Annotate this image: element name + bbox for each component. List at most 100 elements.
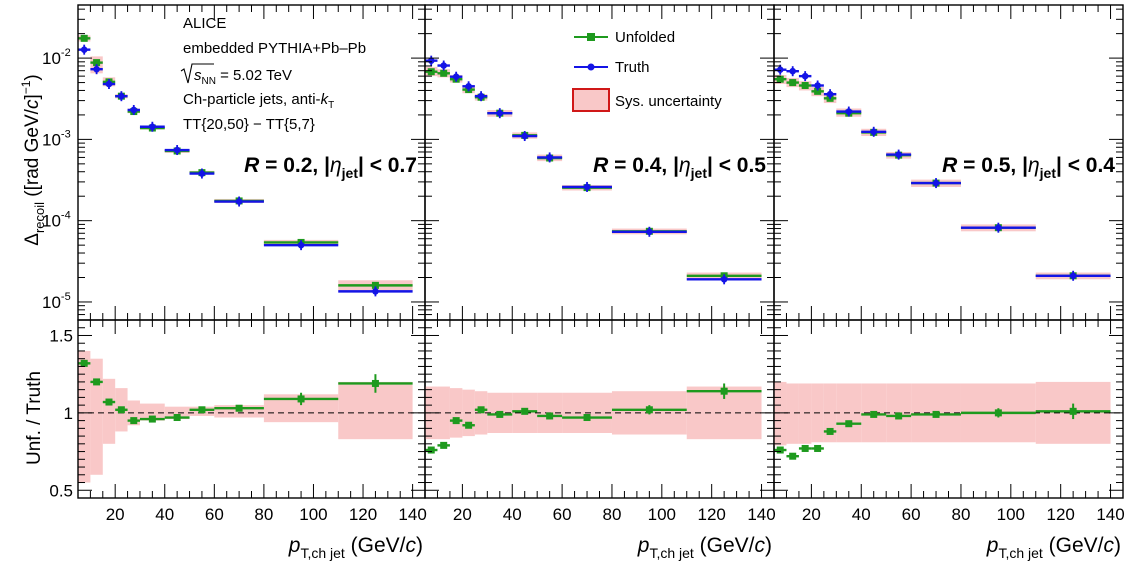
svg-text:Unfolded: Unfolded: [615, 29, 675, 46]
truth-point: [789, 67, 796, 75]
ratio-point: [235, 404, 243, 412]
x-title-sub: T,ch jet: [998, 545, 1042, 561]
truth-point: [776, 66, 784, 73]
label-r: R: [244, 154, 260, 177]
ratio-point: [148, 415, 156, 423]
label-value: = 0.4, |: [608, 154, 679, 177]
y-axis-title-bottom: Unf. / Truth: [24, 371, 45, 465]
ratio-point: [117, 406, 125, 414]
legend-item-sys: Sys. uncertainty: [572, 88, 722, 112]
x-tick-label: 100: [648, 505, 676, 524]
truth-point: [440, 62, 447, 69]
svg-text:Sys. uncertainty: Sys. uncertainty: [615, 93, 722, 110]
ratio-point: [1069, 407, 1077, 415]
x-title-c: c: [406, 534, 417, 557]
label-cut: | < 0.5: [707, 154, 766, 177]
x-tick-label: 120: [349, 505, 377, 524]
x-title-unit: (GeV/: [694, 534, 755, 557]
x-tick-label: 40: [503, 505, 522, 524]
x-tick-label: 120: [1046, 505, 1074, 524]
x-tick-label: 60: [902, 505, 921, 524]
ratio-point: [477, 406, 485, 414]
y-tick-mantissa: 10: [42, 212, 61, 231]
x-tick-label: 60: [205, 505, 224, 524]
x-title-c: c: [1104, 534, 1115, 557]
truth-point: [814, 82, 821, 89]
x-title-close: ): [765, 534, 772, 557]
truth-point: [465, 82, 472, 90]
ratio-sys-band: [164, 406, 190, 420]
panel-1: 20 40 60 80 100 120 140 pT,ch jet (GeV/c) R = 0.…: [42, 4, 427, 561]
ratio-sys-band: [437, 386, 450, 440]
unfolded-point: [776, 75, 784, 83]
label-cut: | < 0.7: [358, 154, 417, 177]
label-eta: η: [679, 154, 691, 177]
panel-2: 20 40 60 80 100 120 140 pT,ch jet (GeV/c) R = 0.…: [424, 4, 776, 561]
ratio-point: [776, 446, 784, 454]
truth-point: [93, 65, 100, 73]
x-tick-label: 20: [453, 505, 472, 524]
ratio-sys-band: [102, 378, 116, 444]
ratio-sys-band: [823, 383, 837, 443]
label-value: = 0.5, |: [957, 154, 1028, 177]
truth-point: [452, 73, 460, 81]
ratio-point: [870, 410, 878, 418]
y-axis-title-top: Δrecoil ([rad GeV/c]−1): [19, 74, 47, 246]
truth-point: [521, 132, 529, 140]
ratio-tick-label: 0.5: [49, 481, 73, 500]
truth-point: [173, 146, 181, 154]
truth-point: [235, 198, 243, 205]
ratio-point: [93, 378, 101, 386]
ratio-point: [440, 441, 448, 449]
x-title-unit: (GeV/: [345, 534, 406, 557]
y-tick-label: 10-5: [42, 291, 71, 312]
unfolded-point: [93, 59, 101, 67]
x-tick-label: 100: [997, 505, 1025, 524]
legend-item-unfolded: Unfolded: [574, 29, 675, 46]
ratio-point: [452, 417, 460, 425]
x-tick-label: 20: [106, 505, 125, 524]
x-tick-label: 140: [398, 505, 426, 524]
y-tick-label: 10-3: [42, 128, 71, 149]
annotation-jets: Ch-particle jets, anti-kT: [183, 91, 334, 111]
truth-point: [105, 80, 113, 88]
unfolded-point: [80, 34, 88, 42]
truth-point: [149, 123, 156, 131]
x-title-c: c: [755, 534, 766, 557]
label-eta: η: [330, 154, 342, 177]
ratio-point: [994, 409, 1002, 417]
svg-text:sNN = 5.02 TeV: sNN = 5.02 TeV: [194, 67, 292, 87]
x-title-close: ): [1114, 534, 1121, 557]
y-tick-exponent: -4: [61, 210, 71, 222]
x-title-p: p: [637, 534, 650, 557]
ratio-point: [546, 412, 554, 420]
ratio-point: [645, 406, 653, 414]
ratio-point: [130, 417, 138, 425]
x-tick-label: 80: [952, 505, 971, 524]
label-r: R: [942, 154, 958, 177]
ratio-sys-band: [139, 403, 165, 421]
ratio-point: [297, 395, 305, 403]
label-jet: jet: [690, 165, 708, 181]
ratio-point: [801, 444, 809, 452]
y-tick-mantissa: 10: [42, 49, 61, 68]
panel-label: R = 0.5, |ηjet| < 0.4: [942, 154, 1115, 181]
x-tick-label: 60: [553, 505, 572, 524]
ratio-point: [173, 414, 181, 422]
y-tick-mantissa: 10: [42, 130, 61, 149]
ratio-point: [789, 452, 797, 460]
ratio-point: [932, 410, 940, 418]
x-title-sub: T,ch jet: [649, 545, 693, 561]
legend: Unfolded Truth Sys. uncertainty: [572, 29, 722, 112]
panel-label: R = 0.2, |ηjet| < 0.7: [244, 154, 417, 181]
x-title-unit: (GeV/: [1043, 534, 1104, 557]
truth-point: [932, 179, 940, 187]
unfolded-point: [440, 69, 448, 77]
x-title-p: p: [986, 534, 999, 557]
annotation-simulation: embedded PYTHIA+Pb–Pb: [183, 40, 366, 57]
x-tick-label: 80: [254, 505, 273, 524]
x-tick-label: 120: [697, 505, 725, 524]
y-tick-mantissa: 10: [42, 293, 61, 312]
unfolded-point: [801, 82, 809, 90]
ratio-point: [845, 420, 853, 428]
